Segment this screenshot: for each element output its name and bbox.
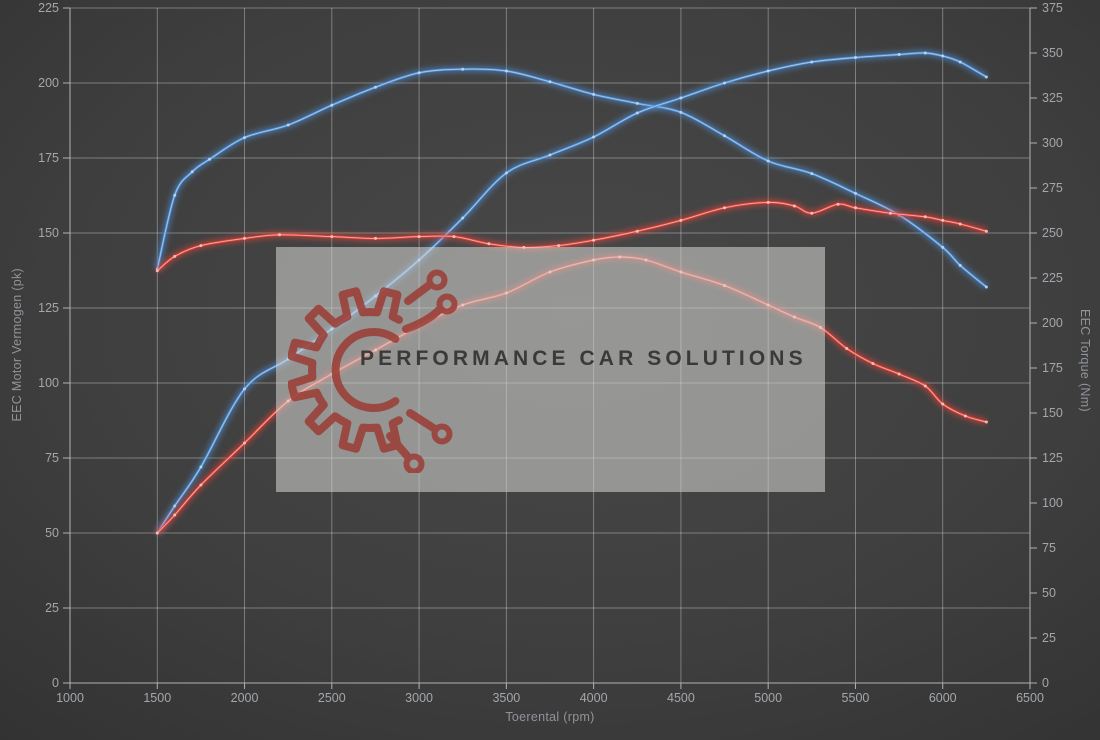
left-tick-label: 0 <box>52 676 59 690</box>
series-red-torque <box>155 199 988 274</box>
x-tick-label: 3500 <box>492 691 520 705</box>
left-tick-label: 25 <box>45 601 59 615</box>
right-tick-label: 300 <box>1042 136 1063 150</box>
right-tick-label: 350 <box>1042 46 1063 60</box>
x-tick-label: 1000 <box>56 691 84 705</box>
x-tick-label: 2000 <box>231 691 259 705</box>
x-tick-label: 1500 <box>143 691 171 705</box>
axes: 0 25 50 75 100 125 150 175 200 225 0 25 50 75 100 125 15… <box>38 1 1063 705</box>
x-tick-label: 5000 <box>754 691 782 705</box>
right-tick-label: 25 <box>1042 631 1056 645</box>
right-tick-label: 175 <box>1042 361 1063 375</box>
x-tick-label: 5500 <box>842 691 870 705</box>
right-tick-label: 100 <box>1042 496 1063 510</box>
x-tick-label: 2500 <box>318 691 346 705</box>
right-tick-label: 275 <box>1042 181 1063 195</box>
x-tick-label: 4500 <box>667 691 695 705</box>
right-axis-title: EEC Torque (Nm) <box>1078 0 1092 740</box>
left-axis-title-text: EEC Motor Vermogen (pk) <box>10 268 24 422</box>
left-tick-label: 175 <box>38 151 59 165</box>
left-axis-title: EEC Motor Vermogen (pk) <box>10 0 24 740</box>
right-tick-label: 250 <box>1042 226 1063 240</box>
x-axis-title-text: Toerental (rpm) <box>505 710 595 724</box>
left-tick-label: 125 <box>38 301 59 315</box>
x-tick-label: 3000 <box>405 691 433 705</box>
x-tick-label: 6000 <box>929 691 957 705</box>
right-tick-label: 75 <box>1042 541 1056 555</box>
x-tick-label: 4000 <box>580 691 608 705</box>
right-tick-label: 200 <box>1042 316 1063 330</box>
x-tick-label: 6500 <box>1016 691 1044 705</box>
right-tick-label: 225 <box>1042 271 1063 285</box>
right-axis-title-text: EEC Torque (Nm) <box>1078 308 1092 412</box>
series-blue-torque <box>154 65 989 290</box>
watermark-panel: PERFORMANCE CAR SOLUTIONS <box>276 247 825 492</box>
right-tick-label: 375 <box>1042 1 1063 15</box>
right-tick-label: 150 <box>1042 406 1063 420</box>
right-tick-label: 325 <box>1042 91 1063 105</box>
left-tick-label: 50 <box>45 526 59 540</box>
x-axis-title: Toerental (rpm) <box>70 710 1030 724</box>
gear-circuit-icon <box>288 269 458 473</box>
right-tick-label: 0 <box>1042 676 1049 690</box>
left-tick-label: 100 <box>38 376 59 390</box>
left-tick-label: 200 <box>38 76 59 90</box>
left-tick-label: 150 <box>38 226 59 240</box>
left-tick-label: 225 <box>38 1 59 15</box>
left-tick-label: 75 <box>45 451 59 465</box>
watermark-text: PERFORMANCE CAR SOLUTIONS <box>360 347 807 370</box>
right-tick-label: 125 <box>1042 451 1063 465</box>
right-tick-label: 50 <box>1042 586 1056 600</box>
